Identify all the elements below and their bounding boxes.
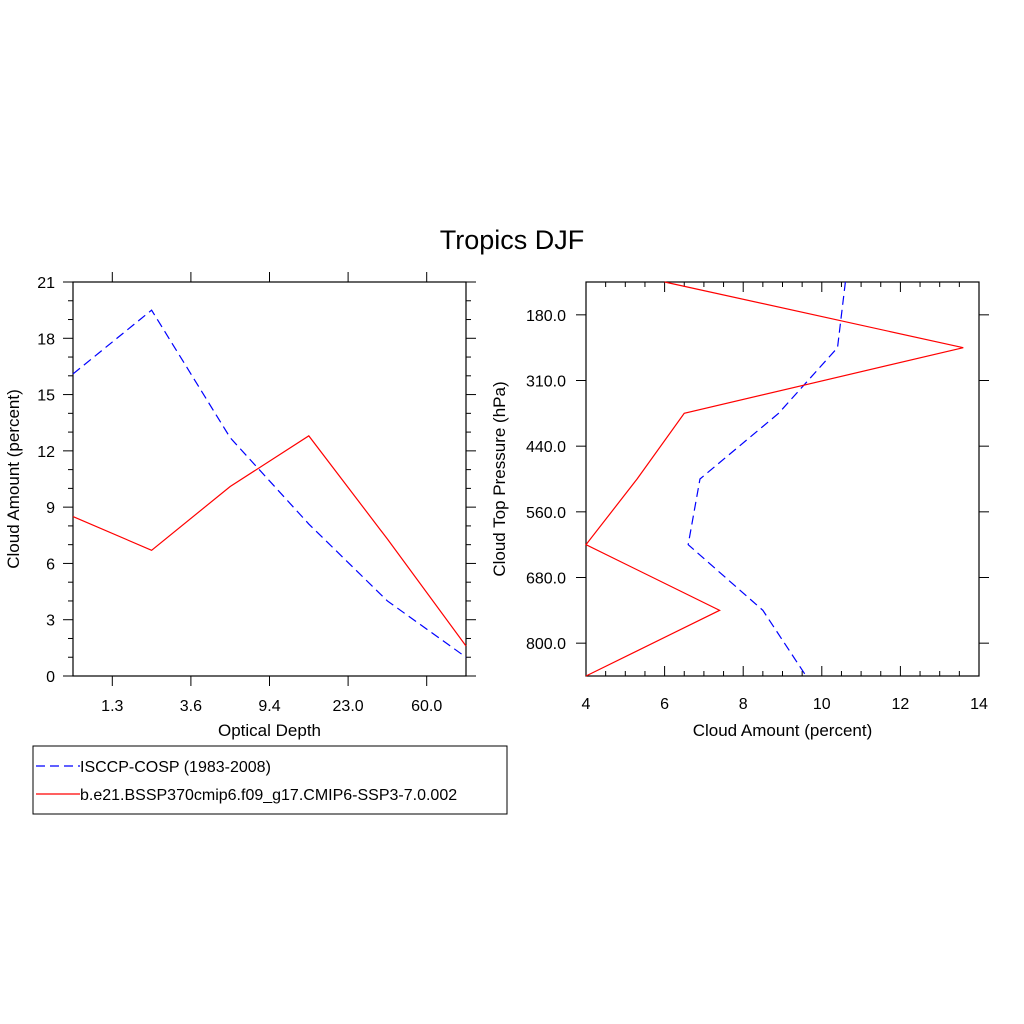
left-series-observation-line <box>72 309 467 658</box>
left-y-axis-label: Cloud Amount (percent) <box>4 389 23 569</box>
right-y-axis-label: Cloud Top Pressure (hPa) <box>490 381 509 576</box>
right-series-observation-line <box>687 281 846 677</box>
right-x-tick-label: 6 <box>660 696 669 713</box>
left-y-tick-label: 9 <box>46 500 55 517</box>
left-plot-frame <box>72 281 467 677</box>
right-plot-frame <box>585 281 980 677</box>
left-y-tick-label: 18 <box>37 331 55 348</box>
right-y-tick-label: 180.0 <box>526 308 566 325</box>
legend-box <box>32 745 508 815</box>
right-x-tick-label: 10 <box>813 696 831 713</box>
left-y-tick-label: 12 <box>37 444 55 461</box>
right-y-tick-label: 560.0 <box>526 505 566 522</box>
right-x-tick-label: 8 <box>739 696 748 713</box>
right-x-axis-label: Cloud Amount (percent) <box>693 721 873 740</box>
left-x-axis-label: Optical Depth <box>218 721 321 740</box>
right-y-tick-label: 440.0 <box>526 439 566 456</box>
left-x-tick-label: 60.0 <box>411 698 442 715</box>
left-x-tick-label: 23.0 <box>333 698 364 715</box>
left-x-tick-label: 1.3 <box>101 698 123 715</box>
right-x-tick-label: 12 <box>892 696 910 713</box>
left-panel-optical-depth: 0 3 6 9 12 15 18 21 1.3 3.6 9.4 23.0 60.0 Optical Dep… <box>4 272 476 740</box>
left-y-tick-label: 15 <box>37 388 55 405</box>
left-x-tick-label: 9.4 <box>258 698 280 715</box>
left-y-tick-label: 21 <box>37 275 55 292</box>
right-series-model-line <box>585 281 964 677</box>
right-y-tick-label: 310.0 <box>526 374 566 391</box>
legend: ISCCP-COSP (1983-2008) b.e21.BSSP370cmip… <box>32 745 508 815</box>
left-x-tick-label: 3.6 <box>180 698 202 715</box>
legend-label-model: b.e21.BSSP370cmip6.f09_g17.CMIP6-SSP3-7.… <box>80 787 457 804</box>
left-y-tick-label: 6 <box>46 556 55 573</box>
left-y-tick-label: 0 <box>46 669 55 686</box>
legend-label-observation: ISCCP-COSP (1983-2008) <box>80 759 271 776</box>
right-y-tick-label: 680.0 <box>526 571 566 588</box>
left-series-model-line <box>72 435 467 647</box>
right-x-tick-label: 14 <box>970 696 988 713</box>
right-y-tick-label: 800.0 <box>526 636 566 653</box>
left-y-tick-label: 3 <box>46 613 55 630</box>
right-panel-cloud-top-pressure: 4 6 8 10 12 14 180.0 310.0 440.0 560.0 680.0 800.0 C… <box>490 281 989 740</box>
right-x-tick-label: 4 <box>582 696 591 713</box>
figure-title: Tropics DJF <box>440 225 585 255</box>
